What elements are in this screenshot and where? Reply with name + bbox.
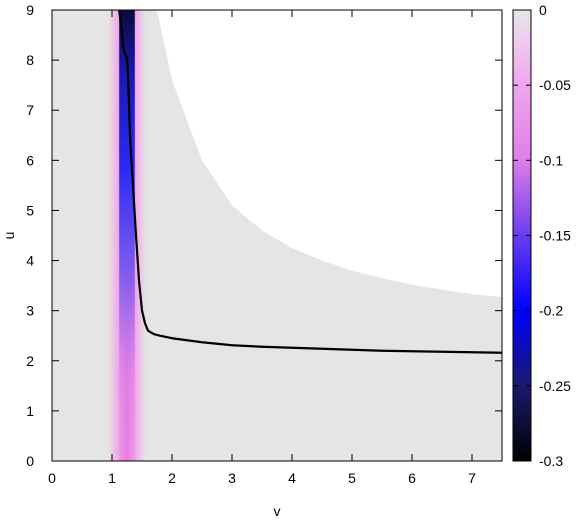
y-tick-label: 1 — [26, 403, 34, 419]
y-tick-label: 6 — [26, 152, 34, 168]
colorbar-tick-label: -0.05 — [539, 77, 571, 93]
x-tick-label: 5 — [348, 470, 356, 486]
y-tick-label: 2 — [26, 353, 34, 369]
y-axis-title: u — [1, 232, 17, 240]
heat-band-core — [119, 10, 135, 461]
y-tick-label: 3 — [26, 303, 34, 319]
y-tick-label: 4 — [26, 253, 34, 269]
axes-ticks: 0 1 2 3 4 5 6 7 0 1 2 3 4 5 6 7 8 9 — [26, 2, 502, 486]
x-tick-label: 2 — [168, 470, 176, 486]
x-tick-label: 7 — [468, 470, 476, 486]
colorbar-tick-label: -0.15 — [539, 228, 571, 244]
x-tick-label: 0 — [48, 470, 56, 486]
colorbar: 0 -0.05 -0.1 -0.15 -0.2 -0.25 -0.3 — [512, 2, 571, 469]
y-tick-label: 0 — [26, 453, 34, 469]
x-tick-label: 3 — [228, 470, 236, 486]
excluded-region — [157, 10, 502, 298]
colorbar-gradient — [513, 10, 531, 461]
x-tick-label: 6 — [408, 470, 416, 486]
colorbar-tick-label: -0.25 — [539, 378, 571, 394]
y-tick-label: 5 — [26, 202, 34, 218]
colorbar-tick-label: -0.1 — [539, 152, 563, 168]
x-tick-label: 1 — [108, 470, 116, 486]
y-tick-label: 8 — [26, 52, 34, 68]
x-axis-title: v — [274, 503, 281, 519]
colorbar-tick-label: -0.3 — [539, 453, 563, 469]
plot-area — [52, 10, 502, 461]
x-tick-label: 4 — [288, 470, 296, 486]
colorbar-tick-label: -0.2 — [539, 303, 563, 319]
plot-border — [51, 9, 503, 462]
colorbar-tick-label: 0 — [539, 2, 547, 18]
y-tick-label: 7 — [26, 102, 34, 118]
plot-frame — [51, 9, 503, 462]
series-line-0 — [118, 10, 502, 354]
y-tick-label: 9 — [26, 2, 34, 18]
